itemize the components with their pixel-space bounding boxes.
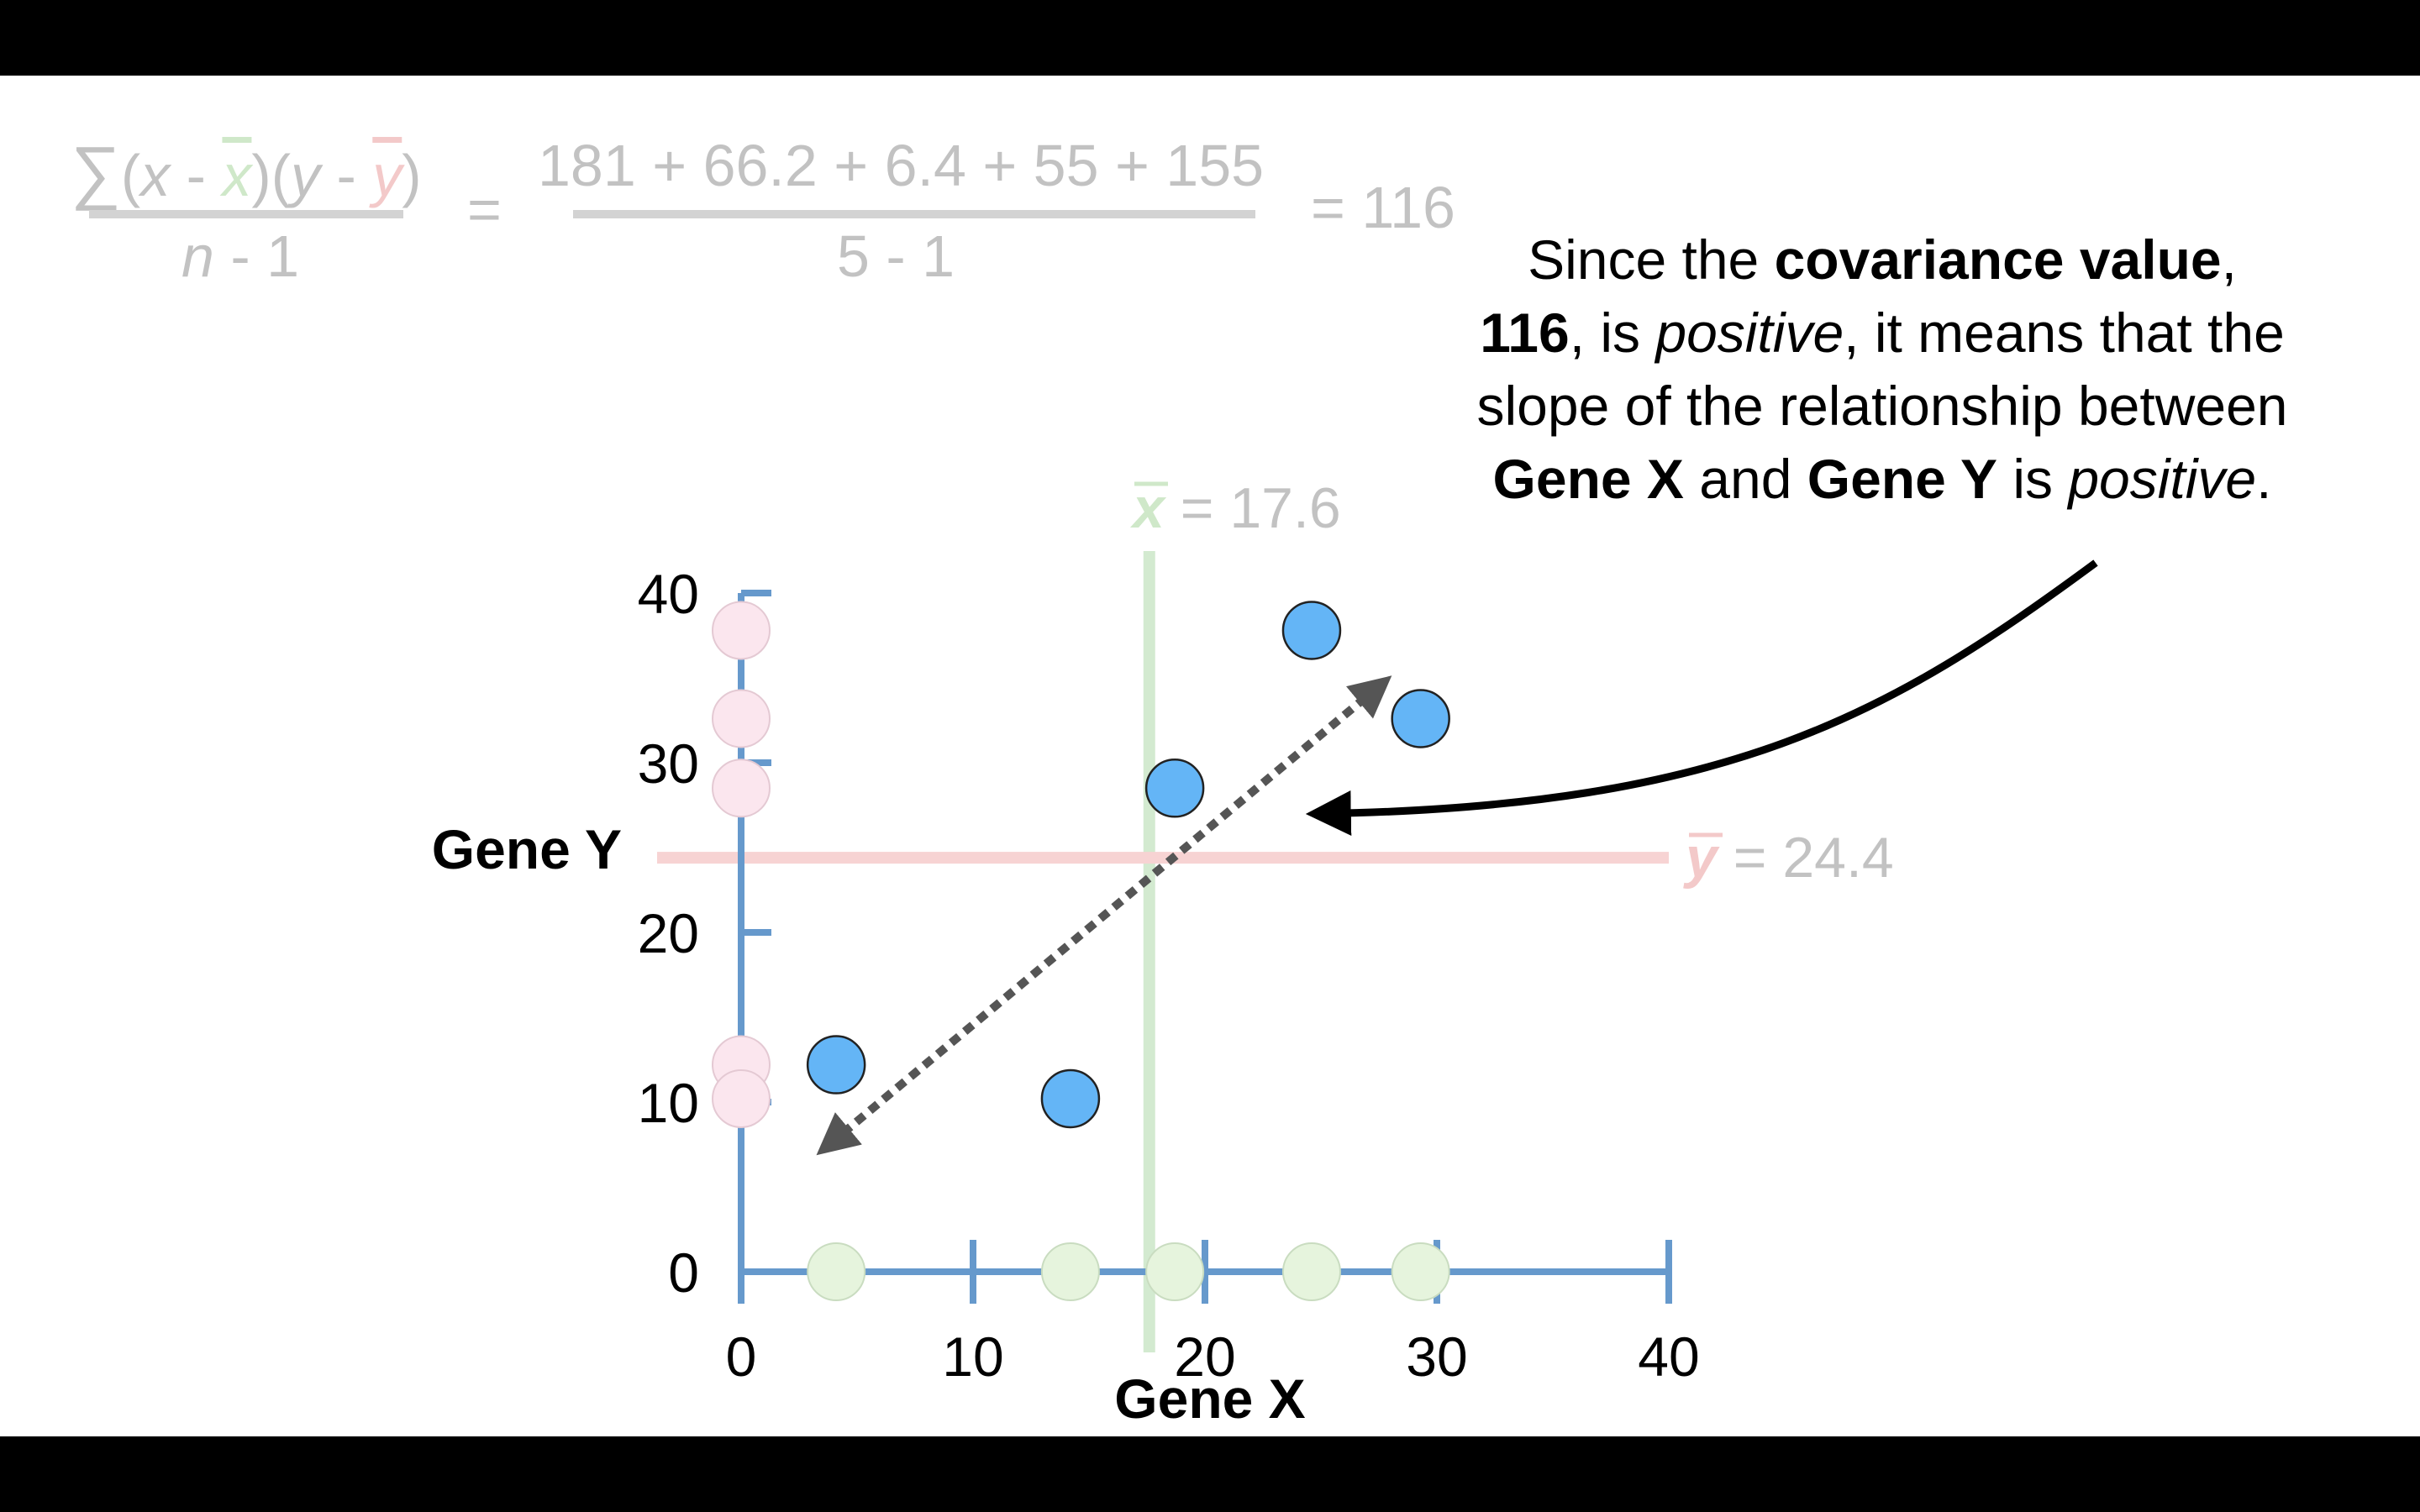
y-projection-point	[712, 1068, 771, 1128]
y-projection-point	[712, 689, 771, 748]
formula-denominator: n - 1	[182, 227, 299, 286]
callout-116: 116	[1480, 302, 1570, 364]
formula-fraction-line-2	[573, 210, 1255, 218]
x-tick-label: 10	[942, 1326, 1003, 1388]
y-tick-label: 40	[638, 563, 699, 625]
x-projection-point	[1040, 1242, 1100, 1301]
y-projection-point	[712, 759, 771, 818]
x-axis-title: Gene X	[1114, 1368, 1305, 1430]
callout-t4: , it means that the slope of the relatio…	[1476, 302, 2288, 437]
callout-positive-2: positive	[2068, 448, 2257, 510]
x-projection-point	[1281, 1242, 1341, 1301]
callout-text: Since the covariance value, 116, is posit…	[1462, 223, 2302, 516]
sum-symbol: ∑	[71, 132, 121, 211]
formula-x-bar: x	[222, 143, 252, 208]
formula-fraction-line-1	[89, 210, 403, 218]
callout-t5: and	[1683, 448, 1807, 510]
formula-sum-numerator: 181 + 66.2 + 6.4 + 55 + 155	[538, 133, 1265, 198]
formula-numerator: ∑(x - x)(y - y)	[71, 132, 422, 211]
data-point	[806, 1035, 866, 1095]
formula-y: y	[291, 143, 321, 208]
callout-arrow	[1305, 559, 2098, 837]
data-point	[1040, 1068, 1101, 1129]
callout-t6: is	[1997, 448, 2069, 510]
x-projection-point	[1391, 1242, 1450, 1301]
x-tick-label: 0	[726, 1326, 757, 1388]
callout-positive-1: positive	[1655, 302, 1844, 364]
callout-covariance-value: covariance value	[1774, 228, 2222, 291]
data-point	[1281, 601, 1342, 660]
x-projection-point	[1145, 1242, 1205, 1301]
x-projection-point	[807, 1242, 866, 1301]
y-tick-label: 0	[668, 1242, 699, 1304]
formula-x: x	[140, 143, 171, 208]
formula-minus-one: - 1	[213, 223, 300, 289]
x-tick-label: 30	[1406, 1326, 1467, 1388]
trend-arrow	[816, 675, 1392, 1156]
callout-t3: , is	[1569, 302, 1656, 364]
letterbox-top	[0, 0, 2420, 76]
mean-y-value: = 24.4	[1718, 826, 1894, 890]
mean-x-label: x = 17.6	[1130, 476, 1341, 540]
formula-result: = 116	[1311, 175, 1455, 240]
x-tick-label: 40	[1638, 1326, 1699, 1388]
formula-sum-denominator: 5 - 1	[837, 223, 955, 289]
y-tick-label: 10	[638, 1072, 699, 1134]
callout-gene-x: Gene X	[1492, 448, 1684, 510]
formula-n: n	[182, 223, 214, 289]
y-projection-point	[712, 601, 771, 660]
callout-gene-y: Gene Y	[1807, 448, 1997, 510]
formula-y-bar: y	[372, 143, 402, 208]
mean-x-symbol: x	[1130, 476, 1167, 540]
callout-t2: ,	[2221, 228, 2237, 291]
y-axis-title: Gene Y	[432, 818, 622, 880]
data-point	[1391, 689, 1450, 748]
letterbox-bottom	[0, 1436, 2420, 1512]
mean-x-value: = 17.6	[1165, 476, 1341, 540]
y-tick-label: 20	[638, 902, 699, 964]
y-tick-label: 30	[638, 732, 699, 795]
callout-t7: .	[2256, 448, 2272, 510]
callout-t1: Since the	[1528, 228, 1775, 291]
formula-minus-2: -	[320, 143, 373, 208]
x-tick-label: 20	[1174, 1326, 1235, 1388]
formula-minus-1: -	[170, 143, 223, 208]
data-point	[1144, 759, 1205, 818]
formula-equals: =	[467, 176, 502, 242]
